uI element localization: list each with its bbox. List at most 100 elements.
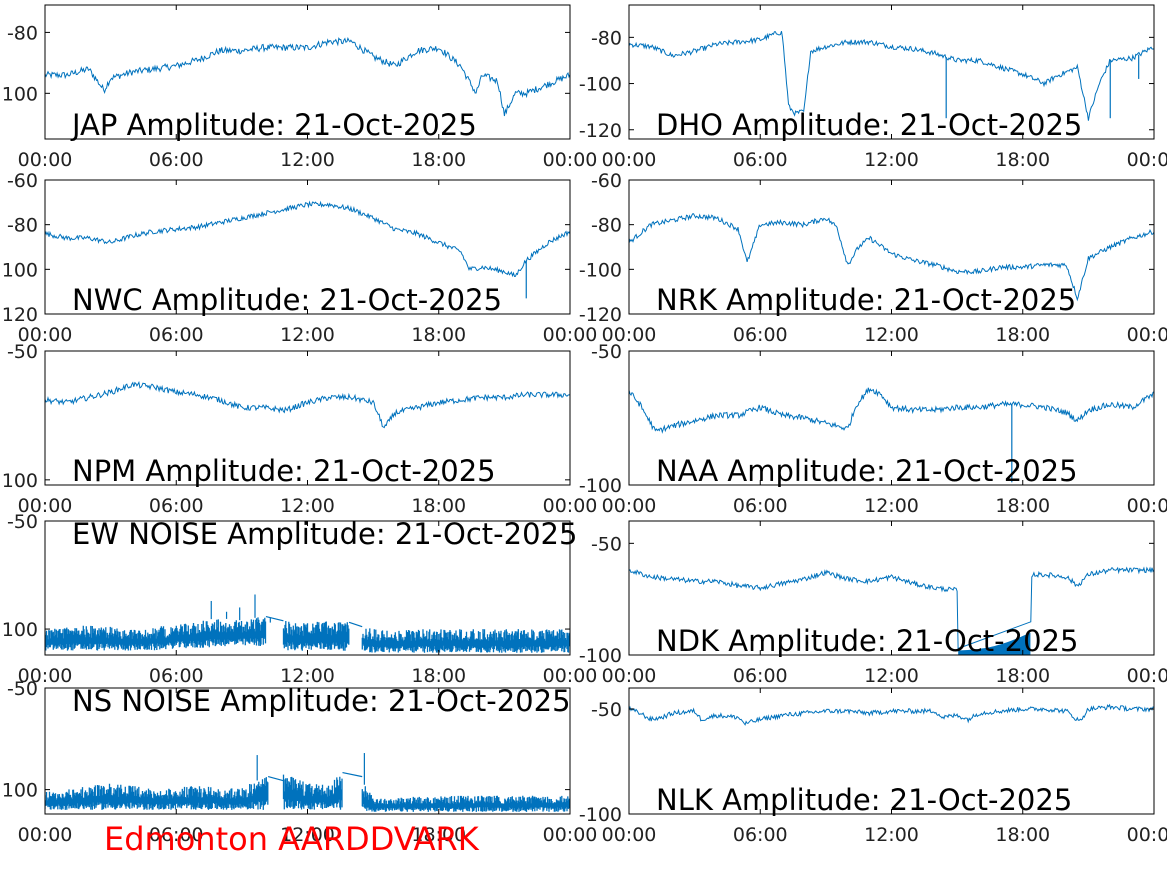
plot-area (45, 37, 570, 117)
x-tick-label: 18:00 (995, 149, 1050, 171)
series-line (629, 703, 1154, 726)
chart-panel-10: 00:00 06:00 12:00 18:00 00:00 -50 -100 NLK Ampl… (579, 687, 1167, 846)
x-tick-label: 06:00 (149, 495, 204, 517)
x-tick-label: 00:00 (18, 824, 73, 846)
x-tick-label: 12:00 (864, 495, 919, 517)
x-tick-label: 06:00 (733, 324, 788, 346)
chart-panel-6: 00:00 06:00 12:00 18:00 00:00 -50 -100 NAA Ampl… (579, 341, 1167, 517)
series-line (45, 37, 570, 117)
plot-area (629, 566, 1154, 655)
chart-title: NWC Amplitude: 21-Oct-2025 (72, 283, 502, 317)
y-tick-label: 100 (2, 83, 38, 105)
plot-area (45, 753, 570, 812)
chart-panel-4: 00:00 06:00 12:00 18:00 00:00 -60 -80 -100 -120 N… (579, 170, 1167, 346)
chart-panel-8: 00:00 06:00 12:00 18:00 00:00 -50 -100 NDK Ampl… (579, 520, 1167, 687)
x-tick-label: 06:00 (733, 665, 788, 687)
noise-band (45, 774, 570, 812)
x-tick-label: 18:00 (411, 665, 466, 687)
y-tick-label: 100 (2, 619, 38, 641)
filled-signal-region (958, 632, 1031, 655)
chart-title: NLK Amplitude: 21-Oct-2025 (656, 783, 1072, 817)
gap-edge-2 (348, 621, 363, 628)
x-tick-label: 06:00 (733, 495, 788, 517)
y-tick-label: -100 (579, 804, 622, 826)
x-tick-label: 12:00 (864, 324, 919, 346)
x-tick-label: 00:00 (1127, 495, 1167, 517)
y-tick-label: -60 (7, 170, 38, 192)
chart-title: JAP Amplitude: 21-Oct-2025 (70, 108, 477, 142)
y-tick-label: -50 (591, 341, 622, 363)
series-line (629, 566, 1154, 650)
x-tick-label: 18:00 (411, 324, 466, 346)
chart-title: NS NOISE Amplitude: 21-Oct-2025 (72, 684, 571, 718)
chart-title: EW NOISE Amplitude: 21-Oct-2025 (72, 517, 577, 551)
x-tick-label: 18:00 (411, 495, 466, 517)
y-tick-label: -50 (591, 699, 622, 721)
y-tick-label: -80 (7, 22, 38, 44)
chart-title: NPM Amplitude: 21-Oct-2025 (72, 454, 496, 488)
plot-area (45, 380, 570, 429)
x-tick-label: 00:00 (602, 149, 657, 171)
chart-title: DHO Amplitude: 21-Oct-2025 (656, 108, 1082, 142)
y-tick-label: -50 (7, 678, 38, 700)
chart-title: NAA Amplitude: 21-Oct-2025 (656, 454, 1078, 488)
x-tick-label: 00:00 (543, 324, 598, 346)
y-tick-label: -100 (579, 259, 622, 281)
x-tick-label: 18:00 (995, 665, 1050, 687)
x-tick-label: 12:00 (280, 495, 335, 517)
x-tick-label: 00:00 (543, 824, 598, 846)
chart-panel-2: 00:00 06:00 12:00 18:00 00:00 -80 -100 -120 DHO … (579, 4, 1167, 171)
x-tick-label: 00:00 (18, 324, 73, 346)
station-footer-label: Edmonton AARDDVARK (104, 820, 479, 858)
chart-panel-1: 00:00 06:00 12:00 18:00 00:00 -80 100 JAP Ampli… (2, 4, 598, 171)
chart-panel-3: 00:00 06:00 12:00 18:00 00:00 -60 -80 100 120 NWC… (2, 170, 598, 346)
x-tick-label: 00:00 (602, 665, 657, 687)
x-tick-label: 12:00 (280, 324, 335, 346)
series-line (45, 200, 570, 278)
noise-band (45, 617, 570, 653)
series-line (629, 31, 1154, 121)
chart-panel-9: 00:00 06:00 12:00 18:00 00:00 -50 100 NS NOISE … (2, 678, 598, 846)
series-line (629, 387, 1154, 434)
plot-area (629, 31, 1154, 121)
x-tick-label: 00:00 (543, 149, 598, 171)
y-tick-label: -50 (7, 511, 38, 533)
x-tick-label: 12:00 (280, 824, 335, 846)
x-tick-label: 00:00 (602, 324, 657, 346)
x-tick-label: 06:00 (149, 149, 204, 171)
x-tick-label: 18:00 (411, 149, 466, 171)
x-tick-label: 12:00 (864, 824, 919, 846)
y-tick-label: -80 (591, 27, 622, 49)
chart-title: NDK Amplitude: 21-Oct-2025 (656, 624, 1078, 658)
y-tick-label: 100 (2, 259, 38, 281)
x-tick-label: 00:00 (543, 665, 598, 687)
x-tick-label: 18:00 (411, 824, 466, 846)
x-tick-label: 06:00 (733, 824, 788, 846)
plot-area (45, 594, 570, 653)
y-tick-label: -80 (591, 215, 622, 237)
x-tick-label: 12:00 (280, 149, 335, 171)
x-tick-label: 00:00 (1127, 149, 1167, 171)
series-line (629, 213, 1154, 302)
x-tick-label: 06:00 (149, 665, 204, 687)
x-tick-label: 00:00 (18, 665, 73, 687)
y-tick-label: -80 (7, 215, 38, 237)
gap-edge-1 (265, 615, 284, 622)
plot-area (45, 200, 570, 299)
x-tick-label: 00:00 (1127, 665, 1167, 687)
x-tick-label: 00:00 (18, 149, 73, 171)
x-tick-label: 18:00 (995, 324, 1050, 346)
x-tick-label: 00:00 (18, 495, 73, 517)
y-tick-label: -50 (7, 341, 38, 363)
x-tick-label: 12:00 (280, 665, 335, 687)
y-tick-label: -60 (591, 170, 622, 192)
y-tick-label: -100 (579, 475, 622, 497)
plot-area (629, 213, 1154, 302)
y-tick-label: 100 (2, 470, 38, 492)
x-tick-label: 12:00 (864, 149, 919, 171)
chart-panel-5: 00:00 06:00 12:00 18:00 00:00 -50 100 NPM Ampli… (2, 341, 598, 517)
x-tick-label: 00:00 (602, 824, 657, 846)
x-tick-label: 06:00 (733, 149, 788, 171)
y-tick-label: -50 (591, 533, 622, 555)
